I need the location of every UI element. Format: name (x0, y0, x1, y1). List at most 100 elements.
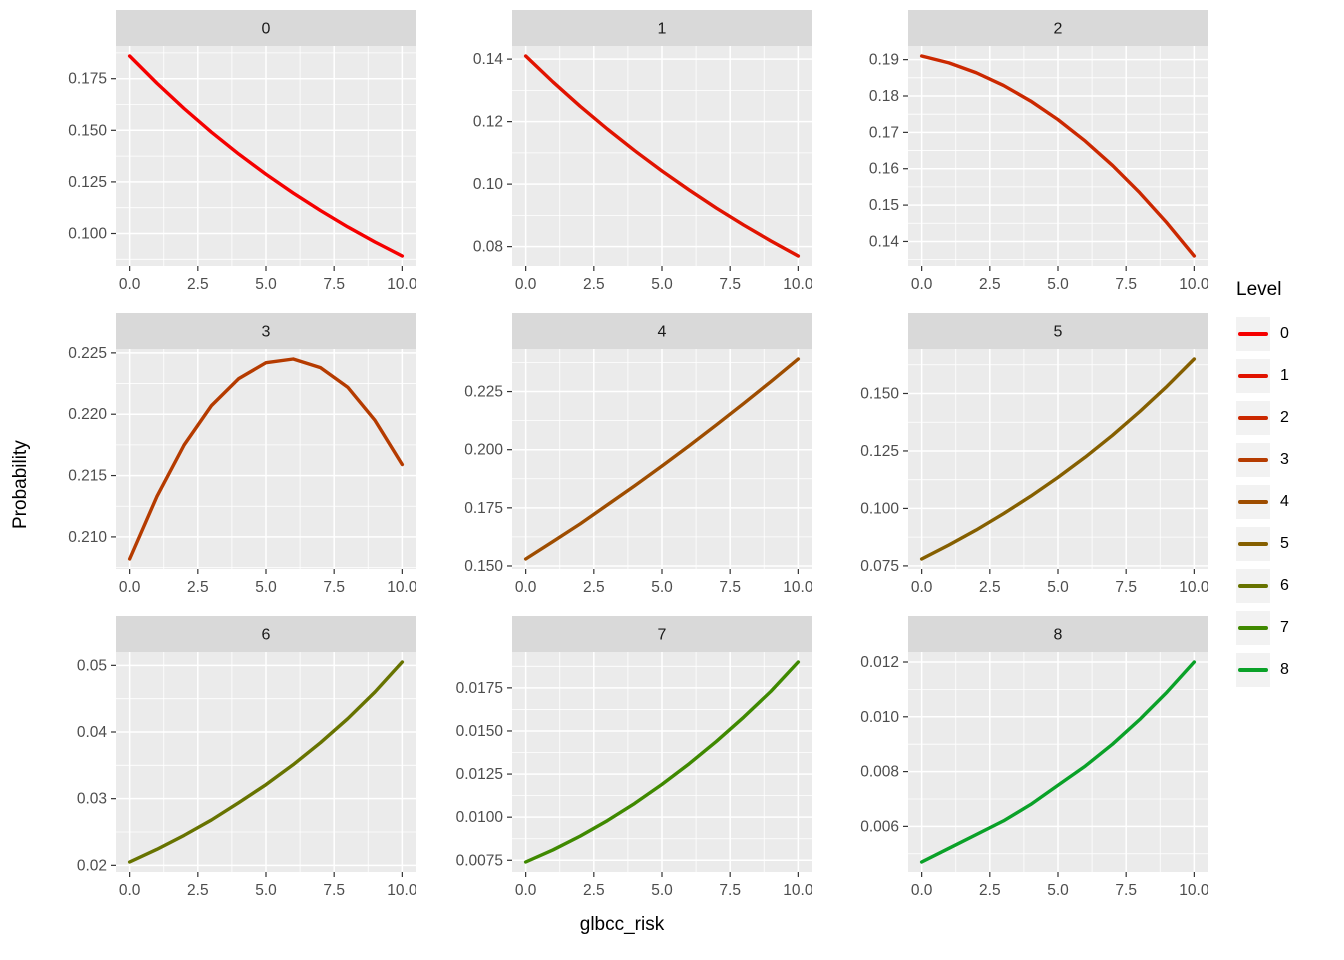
legend-items: 0 1 2 3 4 5 6 7 8 (1236, 313, 1338, 691)
legend-item-label: 4 (1280, 493, 1289, 510)
legend-key-swatch (1236, 359, 1270, 393)
y-tick-label: 0.16 (869, 161, 899, 178)
x-tick-label: 5.0 (651, 579, 673, 596)
facet-panel-0: 0.0 2.5 5.0 7.5 10.0 0.100 0.125 0.150 0.175 0 (68, 10, 416, 293)
x-tick-label: 10.0 (387, 276, 416, 293)
legend-item-6: 6 (1236, 565, 1338, 607)
facet-panel-8: 0.0 2.5 5.0 7.5 10.0 0.006 0.008 0.010 0.012 8 (860, 616, 1208, 899)
x-tick-label: 2.5 (187, 882, 209, 899)
x-tick-label: 0.0 (911, 276, 933, 293)
facet-strip-label: 0 (262, 21, 271, 38)
x-tick-label: 7.5 (719, 579, 741, 596)
y-tick-label: 0.012 (860, 654, 899, 671)
x-tick-label: 5.0 (1047, 276, 1069, 293)
legend-item-label: 1 (1280, 367, 1289, 384)
x-tick-label: 10.0 (783, 579, 812, 596)
x-tick-label: 7.5 (719, 276, 741, 293)
y-tick-label: 0.10 (473, 176, 504, 193)
facet-strip-label: 3 (262, 324, 271, 341)
x-tick-label: 0.0 (515, 579, 537, 596)
legend-item-7: 7 (1236, 607, 1338, 649)
legend-item-label: 8 (1280, 661, 1289, 678)
facet-strip-label: 8 (1054, 627, 1063, 644)
legend-key-swatch (1236, 611, 1270, 645)
facet-strip (512, 10, 812, 46)
x-tick-label: 5.0 (651, 276, 673, 293)
facet-strip (512, 616, 812, 652)
y-tick-label: 0.0075 (456, 852, 503, 869)
facet-panel-1: 0.0 2.5 5.0 7.5 10.0 0.08 0.10 0.12 0.14 1 (473, 10, 812, 293)
legend-item-label: 2 (1280, 409, 1289, 426)
x-tick-label: 7.5 (719, 882, 741, 899)
facet-strip (116, 616, 416, 652)
legend-item-0: 0 (1236, 313, 1338, 355)
x-tick-label: 2.5 (583, 276, 605, 293)
x-tick-label: 7.5 (1115, 276, 1137, 293)
facet-strip-label: 5 (1054, 324, 1063, 341)
y-tick-label: 0.0125 (456, 766, 503, 783)
probability-curve-level-6 (127, 660, 405, 864)
y-tick-label: 0.05 (77, 657, 107, 674)
x-tick-label: 10.0 (783, 276, 812, 293)
x-tick-label: 5.0 (255, 579, 277, 596)
x-tick-label: 2.5 (583, 882, 605, 899)
legend-line-icon (1238, 584, 1268, 588)
legend-item-3: 3 (1236, 439, 1338, 481)
y-tick-label: 0.12 (473, 114, 503, 131)
x-tick-label: 2.5 (583, 579, 605, 596)
legend-title: Level (1236, 279, 1282, 300)
y-tick-label: 0.0100 (456, 809, 504, 826)
y-tick-label: 0.18 (869, 88, 899, 105)
x-tick-label: 5.0 (651, 882, 673, 899)
probability-curve-level-7 (523, 660, 801, 864)
x-tick-label: 10.0 (387, 579, 416, 596)
legend-line-icon (1238, 416, 1268, 420)
facet-strip (116, 313, 416, 349)
legend-key-swatch (1236, 401, 1270, 435)
y-tick-label: 0.14 (473, 51, 504, 68)
y-tick-label: 0.010 (860, 709, 899, 726)
facet-strip-label: 6 (262, 627, 271, 644)
legend-item-2: 2 (1236, 397, 1338, 439)
y-tick-label: 0.006 (860, 818, 899, 835)
probability-curve-level-5 (919, 357, 1197, 561)
y-tick-label: 0.100 (860, 500, 899, 517)
legend-item-label: 6 (1280, 577, 1289, 594)
x-tick-label: 2.5 (979, 579, 1001, 596)
x-tick-label: 7.5 (323, 579, 345, 596)
probability-curve-level-2 (919, 54, 1197, 258)
facet-panel-6: 0.0 2.5 5.0 7.5 10.0 0.02 0.03 0.04 0.05 6 (77, 616, 416, 899)
facet-strip (908, 10, 1208, 46)
y-tick-label: 0.08 (473, 239, 503, 256)
x-axis-title: glbcc_risk (579, 914, 665, 935)
facet-panel-4: 0.0 2.5 5.0 7.5 10.0 0.150 0.175 0.200 0.225 4 (464, 313, 812, 596)
legend-key-swatch (1236, 485, 1270, 519)
legend-key-swatch (1236, 317, 1270, 351)
y-tick-label: 0.150 (464, 558, 503, 575)
y-tick-label: 0.100 (68, 226, 107, 243)
y-tick-label: 0.008 (860, 764, 899, 781)
x-tick-label: 5.0 (255, 882, 277, 899)
x-tick-label: 0.0 (119, 882, 141, 899)
y-tick-label: 0.02 (77, 857, 107, 874)
legend-line-icon (1238, 542, 1268, 546)
y-tick-label: 0.125 (68, 174, 107, 191)
legend-line-icon (1238, 668, 1268, 672)
y-tick-label: 0.19 (869, 52, 899, 69)
x-tick-label: 10.0 (387, 882, 416, 899)
x-tick-label: 5.0 (255, 276, 277, 293)
facet-strip-label: 4 (658, 324, 667, 341)
y-tick-label: 0.200 (464, 442, 503, 459)
facet-grid: 0.0 2.5 5.0 7.5 10.0 0.100 0.125 0.150 0.175 0 0.0… (36, 10, 1208, 908)
probability-curve-level-4 (523, 357, 801, 561)
legend: Level 0 1 2 3 4 5 6 7 8 (1208, 10, 1338, 960)
x-tick-label: 10.0 (783, 882, 812, 899)
y-tick-label: 0.15 (869, 197, 899, 214)
legend-line-icon (1238, 500, 1268, 504)
legend-key-swatch (1236, 569, 1270, 603)
y-tick-label: 0.210 (68, 529, 107, 546)
x-tick-label: 2.5 (979, 882, 1001, 899)
x-tick-label: 10.0 (1179, 579, 1208, 596)
y-tick-label: 0.225 (68, 345, 107, 362)
